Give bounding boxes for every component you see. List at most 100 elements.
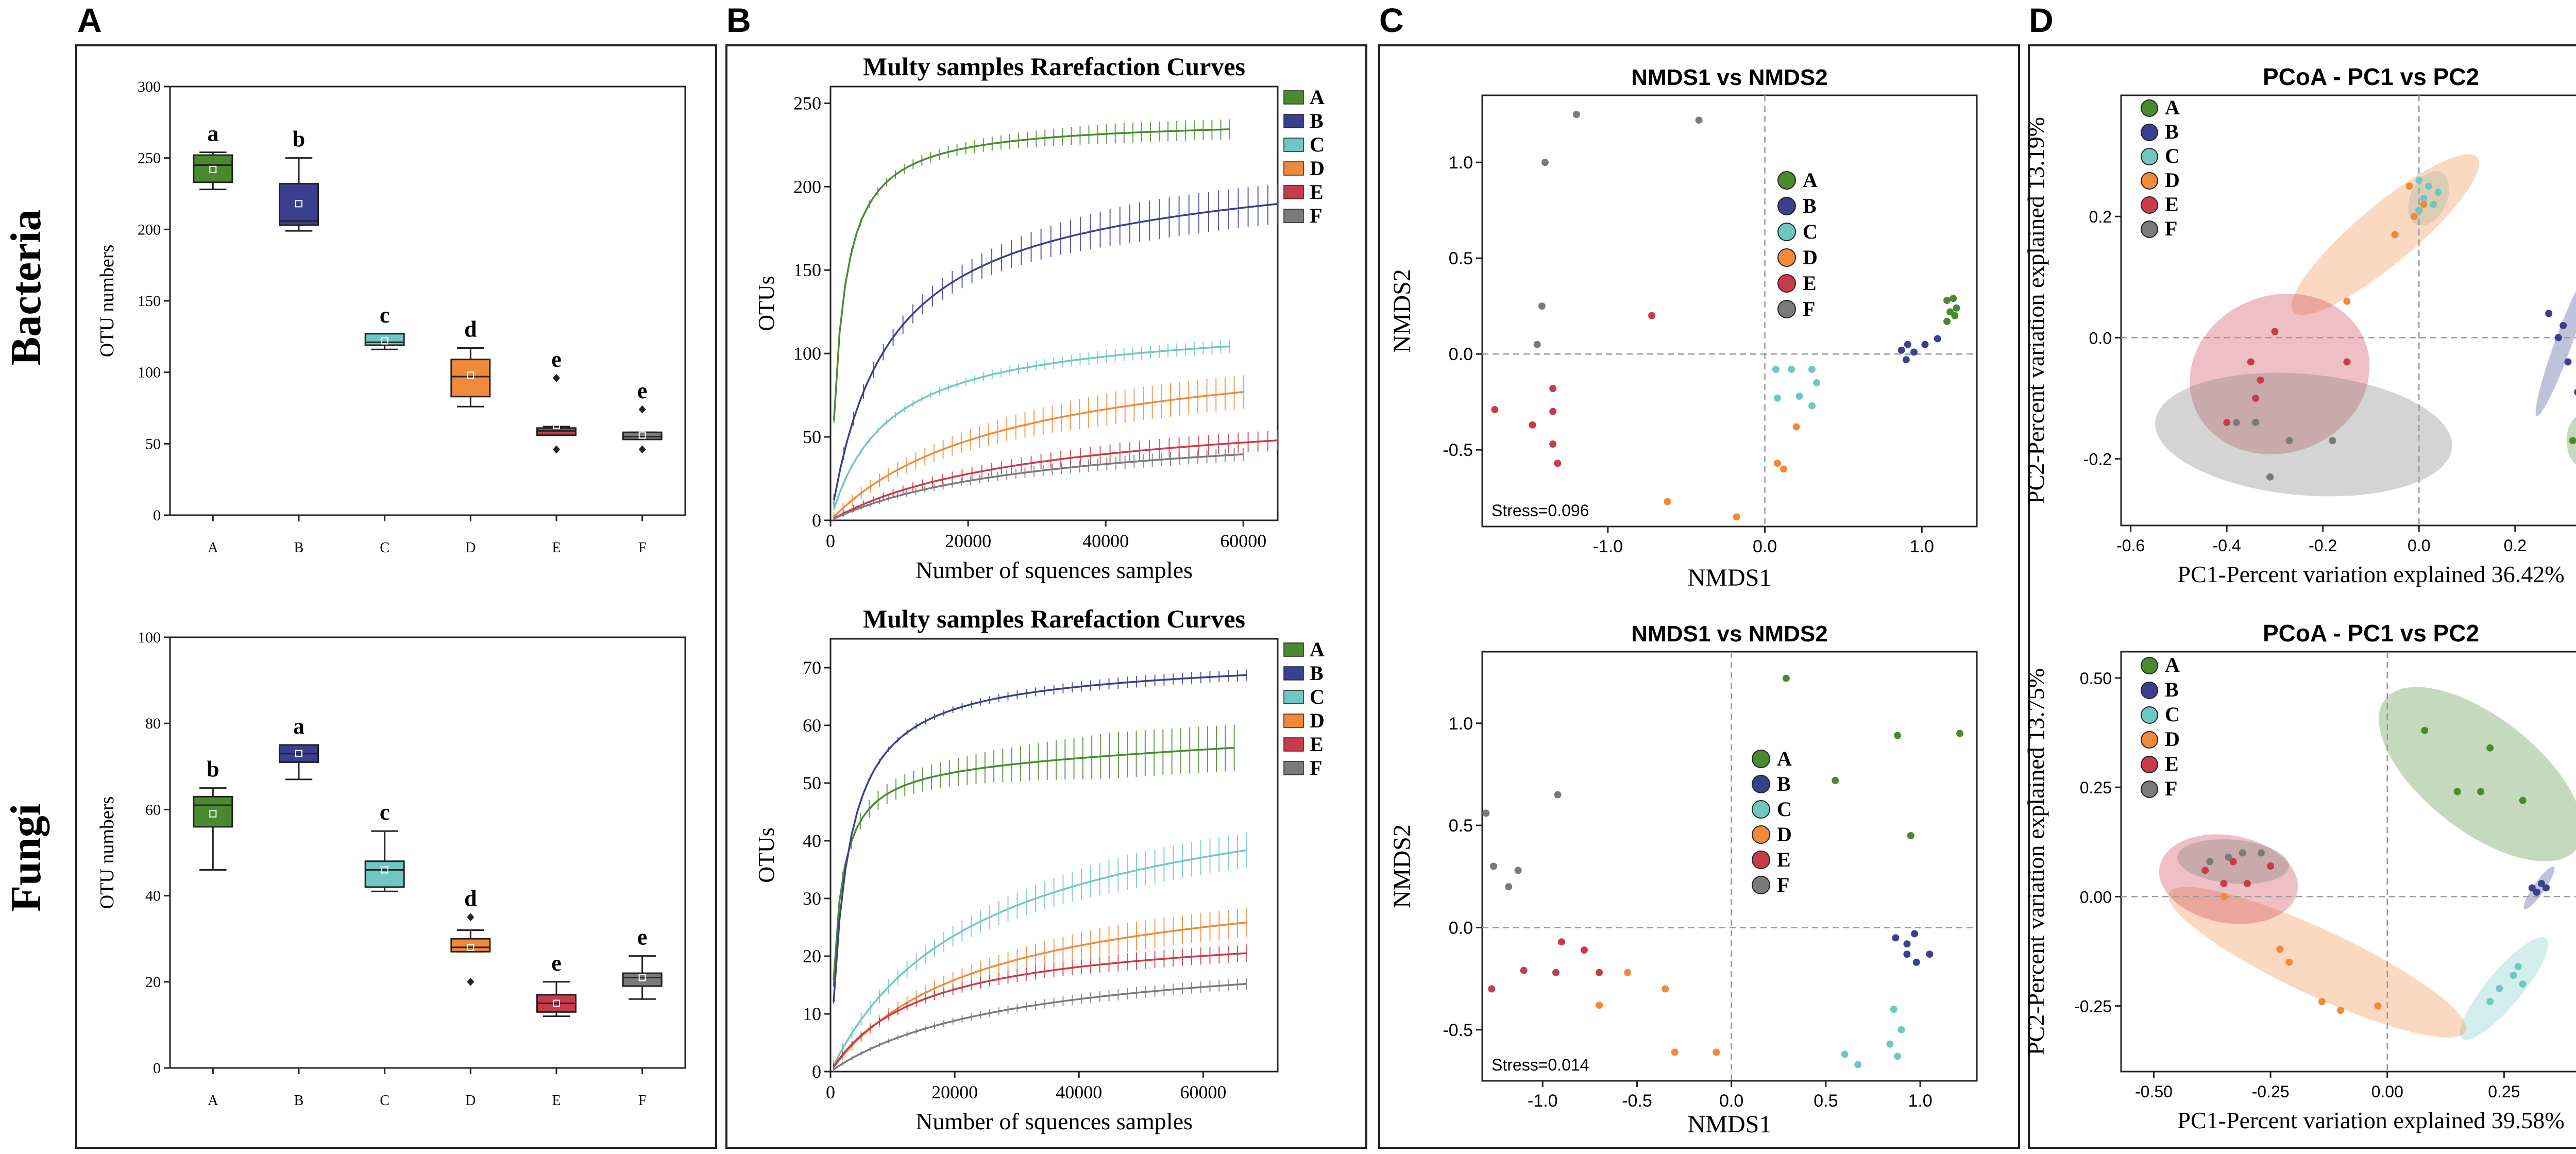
legend-label: A (1310, 86, 1325, 109)
y-tick-label: 30 (803, 888, 821, 909)
legend-marker (2141, 731, 2158, 749)
plot-frame (829, 86, 1279, 521)
legend-label: B (2165, 120, 2179, 143)
legend-label: B (1310, 109, 1324, 132)
x-tick-label: A (208, 540, 218, 556)
data-point-C (1808, 402, 1816, 410)
data-point-A (1782, 674, 1790, 682)
x-tick-label: B (294, 1093, 304, 1109)
data-point-A (2519, 796, 2527, 804)
box-mean-marker (638, 431, 646, 439)
x-tick-label: C (380, 1093, 389, 1109)
rarefaction-curve-B (833, 674, 1247, 1002)
x-tick-label: 0.0 (1719, 1091, 1743, 1111)
data-point-E (1520, 966, 1528, 974)
box-mean-marker (295, 750, 302, 757)
data-point-B (1934, 335, 1941, 343)
legend-marker (1777, 171, 1796, 190)
legend-label: E (1310, 180, 1324, 203)
data-point-B (2574, 388, 2576, 396)
confidence-ellipse-A (2379, 687, 2576, 861)
legend-marker (1752, 876, 1770, 894)
legend-swatch (1283, 114, 1304, 128)
legend-marker (2141, 682, 2158, 699)
box-body (193, 154, 233, 183)
data-point-D (1733, 513, 1740, 521)
y-tick-label: 20 (145, 974, 161, 991)
panel-frame-C (1378, 44, 2020, 1149)
legend-swatch (1283, 138, 1304, 152)
panel-letter-C: C (1379, 1, 1404, 39)
y-axis-label: OTUs (754, 827, 779, 883)
y-tick-label: 20 (803, 946, 821, 966)
y-tick-label: 0.00 (2080, 888, 2112, 906)
data-point-B (1903, 940, 1911, 948)
data-point-D (2410, 213, 2418, 220)
data-point-A (1907, 832, 1914, 839)
data-point-F (2329, 437, 2336, 445)
data-point-C (2514, 963, 2522, 971)
plot-frame (2120, 94, 2576, 527)
y-tick-label: 200 (793, 176, 821, 197)
data-point-C (1795, 393, 1803, 400)
significance-letter: c (380, 800, 390, 825)
panel-frame-D (2028, 44, 2576, 1149)
data-point-C (2415, 207, 2423, 214)
data-point-B (2542, 884, 2550, 892)
x-tick-label: 60000 (1180, 1082, 1226, 1102)
panel-frame-A (75, 44, 717, 1149)
x-tick-label: 0.25 (2488, 1082, 2520, 1101)
legend-label: C (1310, 685, 1325, 708)
x-axis-label: PC1-Percent variation explained 36.42% (2177, 561, 2564, 587)
x-tick-label: 60000 (1220, 531, 1266, 551)
pcoa-fungi: PCoA - PC1 vs PC2 -0.25 0.00 0.25 0.50 -0.50 -… (2023, 620, 2576, 1133)
box-mean-marker (295, 200, 302, 208)
y-tick-label: 250 (138, 150, 161, 167)
data-point-D (1773, 460, 1781, 467)
x-tick-label: 1.0 (1910, 537, 1934, 556)
legend-marker (1752, 825, 1770, 844)
data-point-E (1554, 460, 1562, 467)
legend-label: F (2165, 777, 2177, 800)
y-tick-label: 0 (153, 1060, 161, 1077)
box-mean-marker (467, 943, 474, 951)
data-point-E (1549, 440, 1557, 448)
box-mean-marker (209, 165, 217, 173)
significance-letter: b (293, 127, 305, 152)
data-point-D (1792, 423, 1800, 431)
x-tick-label: 0.2 (2504, 536, 2527, 555)
y-tick-label: 40 (145, 888, 161, 905)
chart-title: PCoA - PC1 vs PC2 (2263, 620, 2479, 647)
rarefaction-curve-F (833, 982, 1247, 1071)
legend-swatch (1283, 90, 1304, 105)
chart-title: PCoA - PC1 vs PC2 (2263, 63, 2479, 90)
data-point-F (1572, 111, 1580, 118)
y-tick-label: 100 (138, 629, 161, 646)
rarefaction-curve-A (833, 128, 1230, 420)
data-point-B (2545, 310, 2553, 317)
data-point-C (1773, 394, 1781, 402)
x-tick-label: E (552, 1093, 561, 1109)
legend-label: D (1310, 157, 1325, 180)
legend-marker (1752, 800, 1770, 819)
panel-frame-B (725, 44, 1367, 1149)
legend-label: B (1803, 194, 1817, 217)
data-point-D (1662, 985, 1669, 993)
legend-label: D (1803, 246, 1818, 269)
legend-swatch (1283, 714, 1304, 728)
legend-label: B (1310, 661, 1324, 685)
legend-marker (2141, 657, 2158, 674)
y-tick-label: 0.25 (2080, 778, 2112, 797)
y-tick-label: -0.25 (2074, 997, 2112, 1016)
data-point-C (2434, 189, 2442, 196)
panel-letter-A: A (77, 1, 102, 39)
y-tick-label: 0.0 (1449, 919, 1473, 938)
data-point-C (2486, 998, 2494, 1006)
data-point-F (2266, 473, 2274, 481)
plot-frame (169, 636, 686, 1069)
legend-marker (2141, 196, 2158, 214)
legend-marker (1777, 197, 1796, 215)
box-outlier (638, 405, 646, 414)
significance-letter: e (637, 925, 648, 950)
data-point-A (2453, 788, 2461, 795)
